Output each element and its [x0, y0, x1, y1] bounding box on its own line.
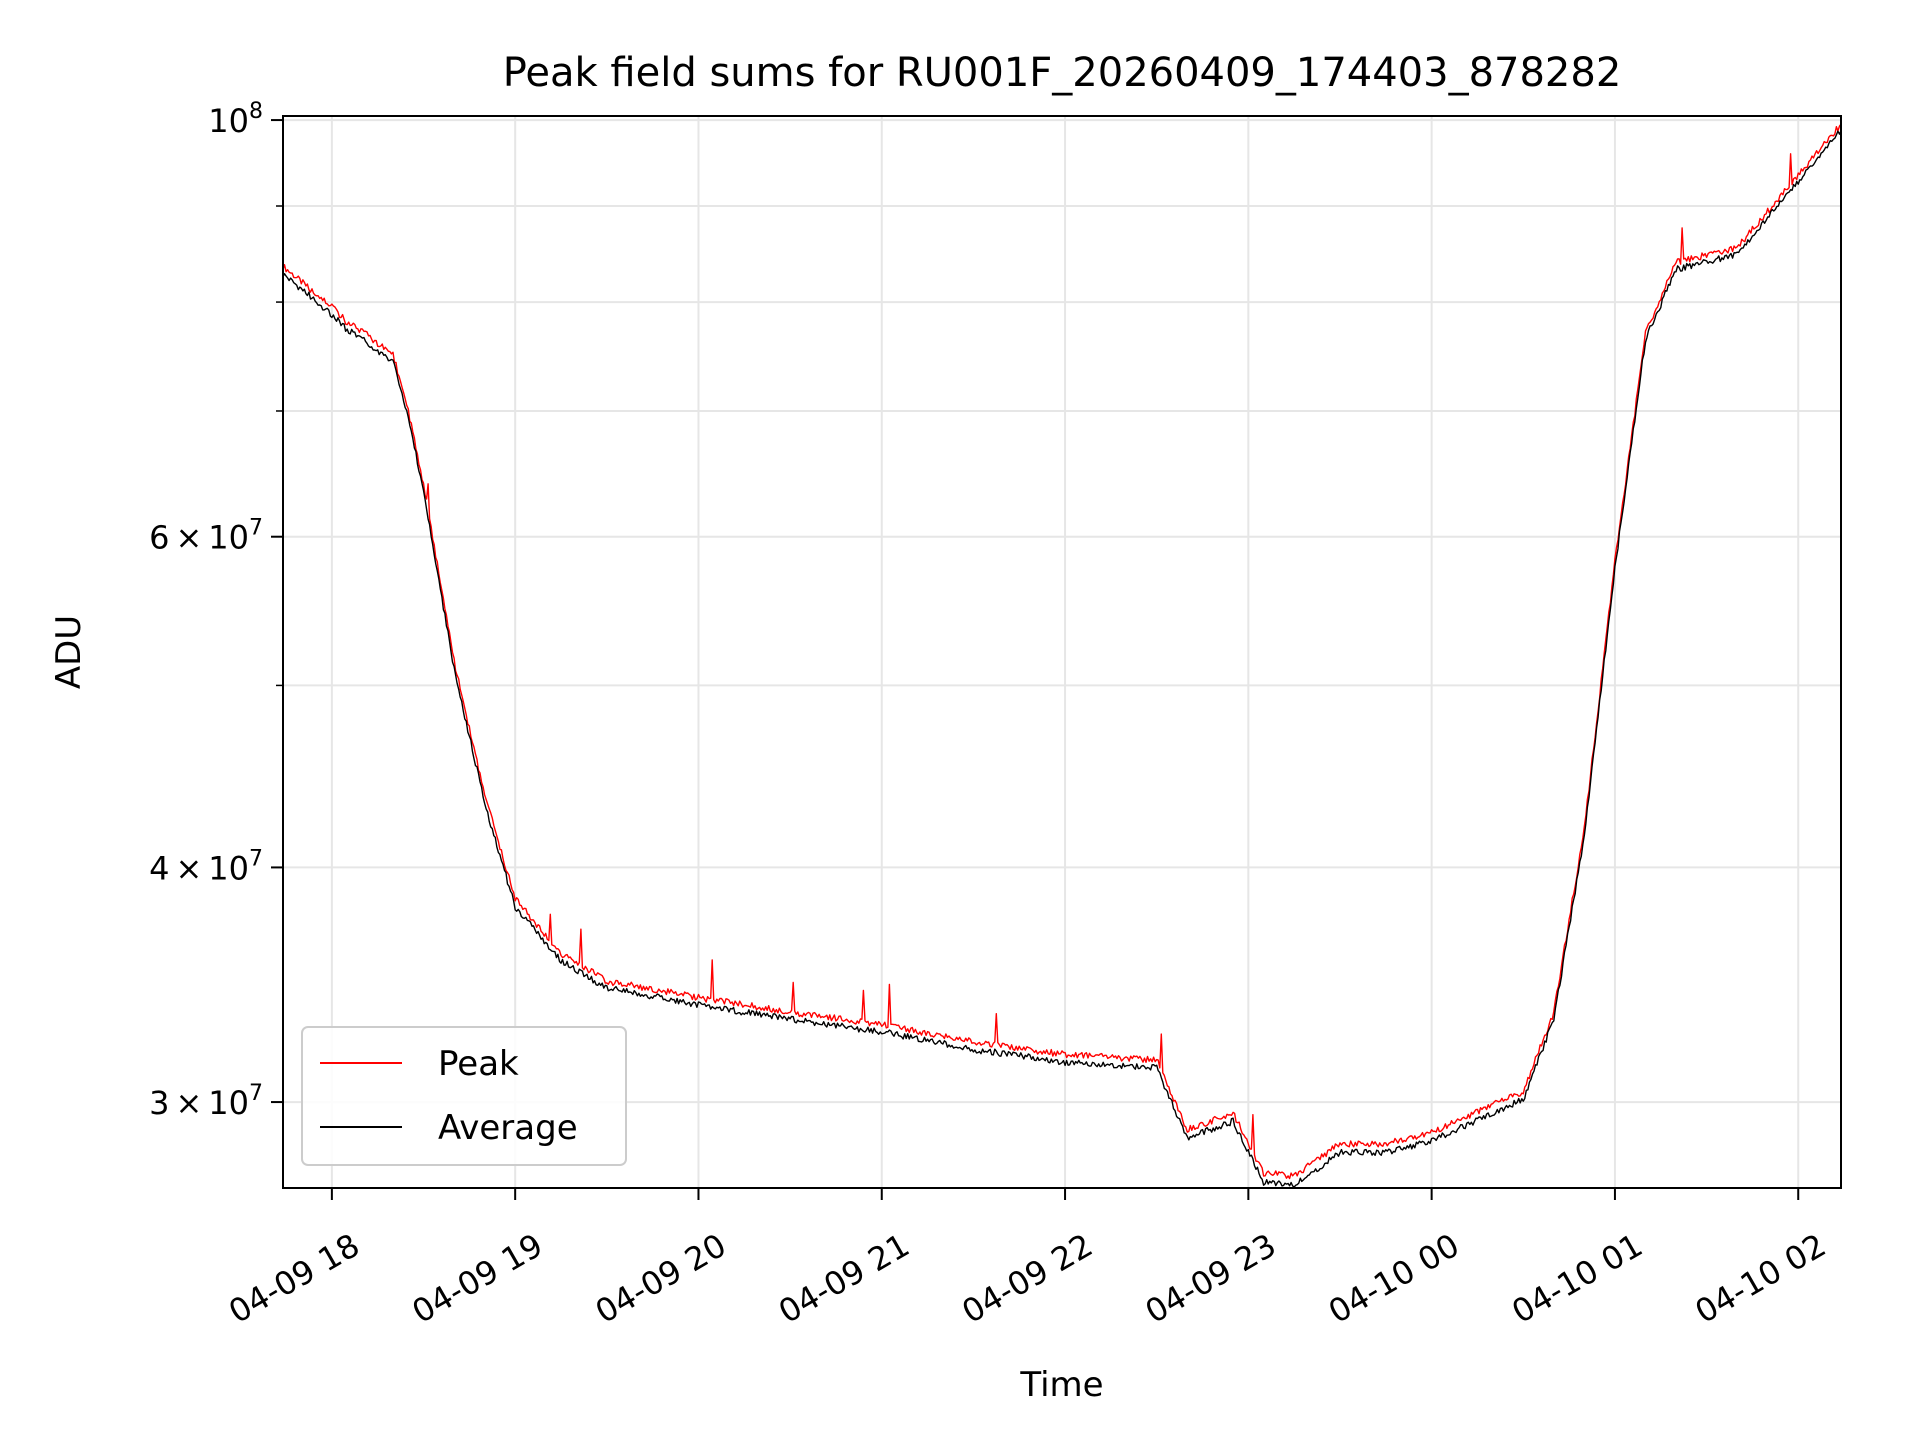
y-tick-label: 4 × 107 — [149, 846, 263, 887]
y-axis-label: ADU — [49, 615, 89, 689]
y-axis-ticks: 3 × 107 4 × 107 6 × 107 108 — [149, 99, 283, 1122]
chart-title: Peak field sums for RU001F_20260409_1744… — [503, 50, 1622, 96]
y-tick-label: 6 × 107 — [149, 516, 263, 557]
series-line-average — [282, 130, 1842, 1188]
legend-box — [301, 1026, 627, 1166]
x-axis-label: Time — [1019, 1365, 1103, 1405]
series-line-peak — [282, 123, 1842, 1180]
plot-frame — [282, 115, 1842, 1189]
y-tick-label: 108 — [208, 99, 263, 140]
grid — [283, 116, 1841, 1188]
legend-label-average: Average — [438, 1108, 578, 1148]
series-lines — [282, 123, 1842, 1188]
y-tick-label: 3 × 107 — [149, 1081, 263, 1122]
legend: Peak Average — [301, 1026, 627, 1166]
legend-label-peak: Peak — [438, 1044, 519, 1084]
